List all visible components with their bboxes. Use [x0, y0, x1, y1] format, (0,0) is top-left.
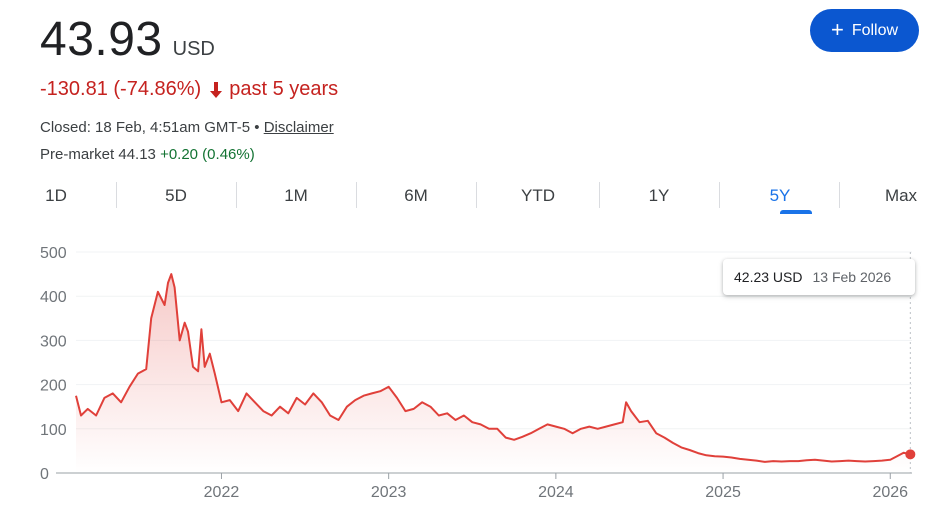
tab-label: YTD — [521, 186, 555, 205]
range-tabs: 1D 5D 1M 6M YTD 1Y 5Y Max — [0, 178, 930, 214]
tab-5d[interactable]: 5D — [148, 178, 204, 214]
follow-label: Follow — [851, 21, 899, 39]
market-status: Closed: 18 Feb, 4:51am GMT-5 • Disclaime… — [40, 119, 334, 136]
follow-button[interactable]: + Follow — [810, 9, 919, 52]
arrow-down-icon — [210, 81, 223, 98]
y-tick-label: 200 — [40, 378, 67, 395]
tab-divider — [356, 182, 357, 208]
closed-text: Closed: 18 Feb, 4:51am GMT-5 • — [40, 119, 260, 136]
x-tick-label: 2022 — [204, 484, 240, 501]
y-tick-label: 0 — [40, 466, 49, 483]
currency-label: USD — [172, 38, 215, 60]
change-period: past 5 years — [229, 78, 339, 100]
tab-label: 6M — [404, 186, 428, 205]
tab-label: 5D — [165, 186, 187, 205]
disclaimer-link[interactable]: Disclaimer — [263, 119, 334, 136]
price-row: 43.93 USD — [40, 12, 215, 67]
tab-label: 1D — [45, 186, 67, 205]
y-tick-label: 100 — [40, 422, 67, 439]
tab-divider — [116, 182, 117, 208]
area-fill — [76, 274, 911, 473]
hover-point — [905, 449, 916, 460]
tab-divider — [839, 182, 840, 208]
tab-divider — [599, 182, 600, 208]
price-line — [75, 273, 911, 463]
current-price: 43.93 — [40, 13, 163, 66]
price-change-row: -130.81 (-74.86%) past 5 years — [40, 78, 338, 101]
tab-1m[interactable]: 1M — [268, 178, 324, 214]
y-tick-label: 500 — [40, 245, 67, 262]
tab-max[interactable]: Max — [872, 178, 930, 214]
x-tick-label: 2025 — [705, 484, 741, 501]
premarket-price: Pre-market 44.13 — [40, 146, 156, 163]
tab-label: 1Y — [648, 186, 670, 205]
tab-divider — [476, 182, 477, 208]
tab-label: Max — [884, 186, 918, 205]
tooltip-price: 42.23 USD — [734, 269, 803, 285]
tab-1d[interactable]: 1D — [28, 178, 84, 214]
x-tick-label: 2023 — [371, 484, 407, 501]
premarket-change: +0.20 (0.46%) — [160, 146, 255, 163]
price-chart[interactable]: 0 100 200 300 400 500 2022 2023 2024 2025 2026 — [0, 230, 930, 510]
y-tick-label: 400 — [40, 289, 67, 306]
tab-divider — [719, 182, 720, 208]
tooltip-date: 13 Feb 2026 — [812, 269, 892, 285]
tab-5y[interactable]: 5Y — [752, 178, 812, 214]
x-tick-label: 2024 — [538, 484, 574, 501]
price-change: -130.81 (-74.86%) — [40, 78, 202, 100]
x-tick-label: 2026 — [872, 484, 908, 501]
tab-divider — [236, 182, 237, 208]
tab-6m[interactable]: 6M — [388, 178, 444, 214]
tab-label: 1M — [284, 186, 308, 205]
tab-label: 5Y — [769, 186, 791, 205]
tab-ytd[interactable]: YTD — [508, 178, 568, 214]
plus-icon: + — [830, 16, 844, 42]
active-tab-indicator — [780, 210, 812, 214]
y-tick-label: 300 — [40, 333, 67, 350]
premarket-row: Pre-market 44.13 +0.20 (0.46%) — [40, 146, 255, 163]
chart-tooltip: 42.23 USD 13 Feb 2026 — [723, 259, 915, 295]
tab-1y[interactable]: 1Y — [631, 178, 687, 214]
